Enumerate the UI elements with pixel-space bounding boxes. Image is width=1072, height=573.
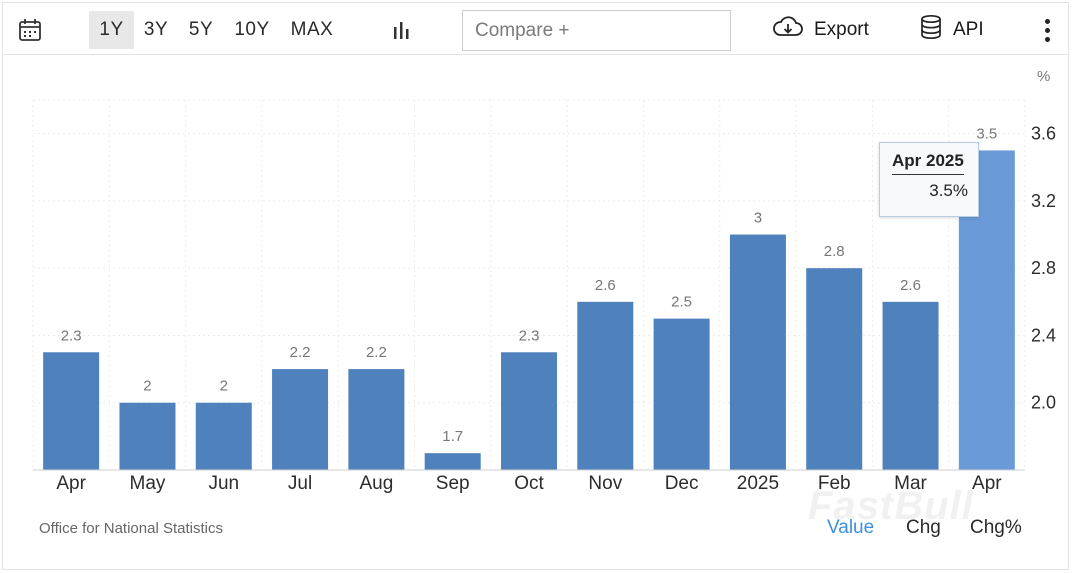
unit-label: % — [1037, 68, 1051, 85]
range-max-button[interactable]: MAX — [290, 19, 334, 40]
x-tick-label-7: Nov — [588, 473, 622, 494]
bar-1[interactable] — [119, 402, 176, 470]
data-label-7: 2.6 — [595, 277, 616, 294]
tab-chg-percent[interactable]: Chg% — [970, 517, 1022, 538]
api-button[interactable]: API — [919, 13, 984, 47]
y-tick-label-1: 2.4 — [1031, 325, 1056, 345]
bar-10[interactable] — [806, 268, 863, 470]
x-tick-label-3: Jul — [288, 473, 312, 494]
more-vertical-icon[interactable] — [1037, 15, 1057, 45]
watermark-logo: FastBull — [808, 484, 974, 528]
chart-tooltip: Apr 2025 3.5% — [879, 142, 979, 217]
data-label-10: 2.8 — [824, 243, 845, 260]
bar-2[interactable] — [195, 402, 252, 470]
x-tick-label-11: Mar — [894, 473, 927, 494]
data-label-11: 2.6 — [900, 277, 921, 294]
data-label-9: 3 — [754, 210, 762, 227]
tab-value[interactable]: Value — [827, 517, 875, 538]
bar-5[interactable] — [424, 453, 481, 470]
tooltip-value: 3.5% — [929, 181, 968, 200]
x-tick-label-5: Sep — [436, 473, 470, 494]
bar-11[interactable] — [882, 301, 939, 470]
x-tick-label-10: Feb — [818, 473, 851, 494]
data-label-1: 2 — [143, 378, 151, 395]
export-label: Export — [814, 19, 869, 40]
compare-input[interactable]: Compare + — [462, 10, 731, 51]
data-label-4: 2.2 — [366, 344, 387, 361]
range-1y-button[interactable]: 1Y — [89, 11, 134, 49]
x-tick-label-9: 2025 — [737, 473, 779, 494]
bar-0[interactable] — [43, 352, 100, 470]
data-label-6: 2.3 — [519, 327, 540, 344]
tab-chg[interactable]: Chg — [906, 517, 941, 538]
range-10y-button[interactable]: 10Y — [234, 19, 270, 40]
chart-data-labels: 2.3 2 2 2.2 2.2 1.7 2.3 2.6 2.5 3 2.8 2.6 3.5 — [61, 125, 998, 445]
y-tick-label-3: 3.2 — [1031, 191, 1056, 211]
y-tick-label-2: 2.8 — [1031, 258, 1056, 278]
chart-bars — [33, 150, 1025, 471]
bar-4[interactable] — [348, 369, 405, 470]
bar-6[interactable] — [501, 352, 557, 470]
data-label-5: 1.7 — [442, 428, 463, 445]
calendar-icon[interactable] — [17, 17, 43, 43]
bar-3[interactable] — [272, 369, 329, 470]
data-label-2: 2 — [220, 378, 228, 395]
x-tick-label-4: Aug — [359, 473, 393, 494]
data-label-12: 3.5 — [976, 125, 997, 142]
toolbar: 1Y 3Y 5Y 10Y MAX Compare + Export — [3, 3, 1070, 55]
bar-7[interactable] — [577, 301, 634, 470]
bar-9[interactable] — [729, 234, 786, 470]
x-tick-label-6: Oct — [514, 473, 544, 494]
source-label: Office for National Statistics — [39, 520, 223, 537]
api-label: API — [953, 19, 984, 40]
x-tick-label-12: Apr — [972, 473, 1002, 494]
tooltip-title: Apr 2025 — [892, 151, 964, 175]
data-label-8: 2.5 — [671, 294, 692, 311]
y-tick-label-4: 3.6 — [1031, 124, 1056, 144]
x-tick-label-8: Dec — [665, 473, 699, 494]
cloud-download-icon — [772, 15, 804, 45]
range-3y-button[interactable]: 3Y — [143, 19, 169, 40]
range-5y-button[interactable]: 5Y — [188, 19, 214, 40]
database-icon — [919, 14, 943, 46]
x-tick-label-1: May — [130, 473, 166, 494]
data-label-3: 2.2 — [290, 344, 311, 361]
bar-8[interactable] — [653, 318, 710, 470]
y-tick-label-0: 2.0 — [1031, 393, 1056, 413]
data-label-0: 2.3 — [61, 327, 82, 344]
chart-y-ticks: 2.0 2.4 2.8 3.2 3.6 — [1031, 124, 1056, 413]
x-tick-label-2: Jun — [208, 473, 239, 494]
bar-chart-icon[interactable] — [389, 17, 415, 43]
export-button[interactable]: Export — [772, 13, 869, 47]
x-tick-label-0: Apr — [56, 473, 86, 494]
chart-x-ticks: Apr May Jun Jul Aug Sep Oct Nov Dec 2025 Feb Mar Apr — [56, 473, 1002, 494]
